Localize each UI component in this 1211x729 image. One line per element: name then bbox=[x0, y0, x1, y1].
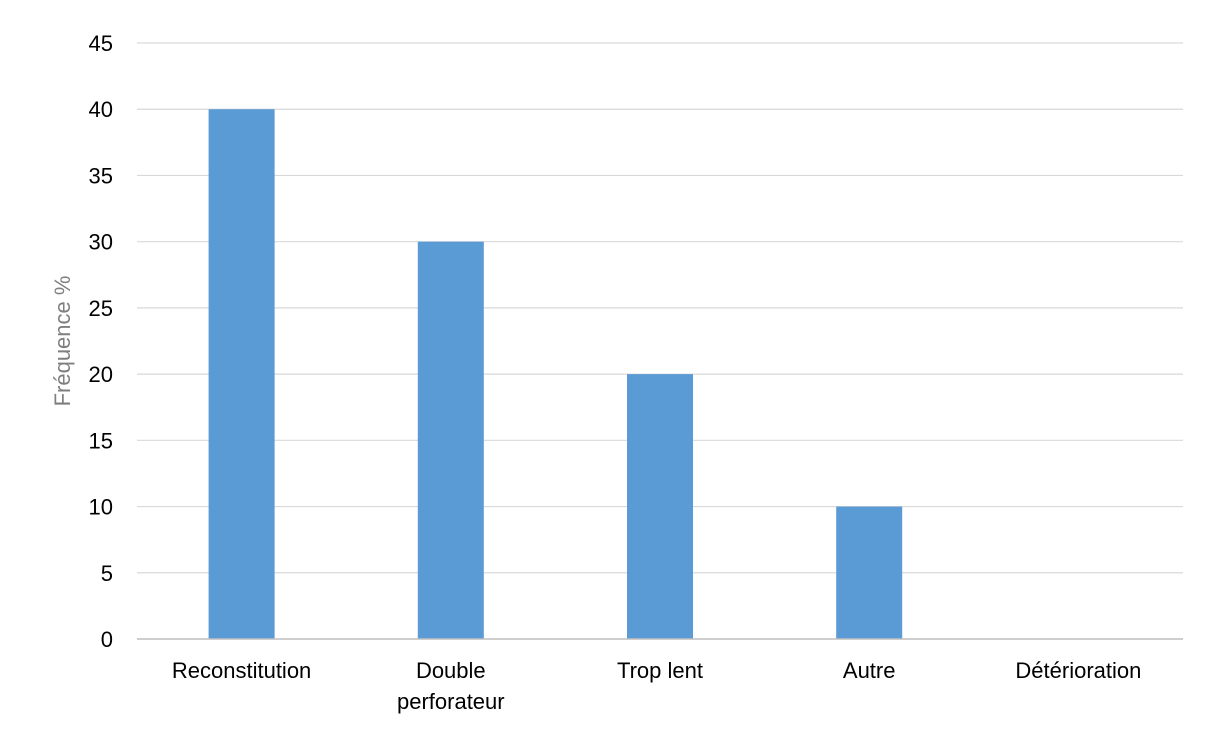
x-tick-label: perforateur bbox=[397, 689, 505, 714]
y-tick-label: 10 bbox=[89, 495, 113, 520]
bar bbox=[417, 241, 484, 639]
bars bbox=[208, 109, 903, 639]
x-tick-label: Autre bbox=[843, 658, 896, 683]
x-tick-label: Détérioration bbox=[1015, 658, 1141, 683]
x-tick-label: Reconstitution bbox=[172, 658, 311, 683]
y-tick-label: 40 bbox=[89, 97, 113, 122]
y-tick-label: 35 bbox=[89, 163, 113, 188]
y-tick-label: 0 bbox=[101, 627, 113, 652]
y-tick-label: 5 bbox=[101, 561, 113, 586]
y-tick-label: 20 bbox=[89, 362, 113, 387]
gridlines bbox=[137, 42, 1183, 574]
y-tick-label: 25 bbox=[89, 296, 113, 321]
x-tick-label: Double bbox=[416, 658, 486, 683]
y-tick-label: 30 bbox=[89, 230, 113, 255]
bar bbox=[836, 506, 903, 639]
y-tick-labels: 0 5 10 15 20 25 30 35 40 45 bbox=[89, 31, 113, 652]
y-axis-label: Fréquence % bbox=[50, 276, 75, 407]
y-tick-label: 15 bbox=[89, 428, 113, 453]
bar bbox=[627, 374, 693, 639]
x-tick-label: Trop lent bbox=[617, 658, 703, 683]
y-tick-label: 45 bbox=[89, 31, 113, 56]
x-tick-labels: Reconstitution Double perforateur Trop lent… bbox=[172, 658, 1141, 714]
bar bbox=[208, 109, 275, 639]
